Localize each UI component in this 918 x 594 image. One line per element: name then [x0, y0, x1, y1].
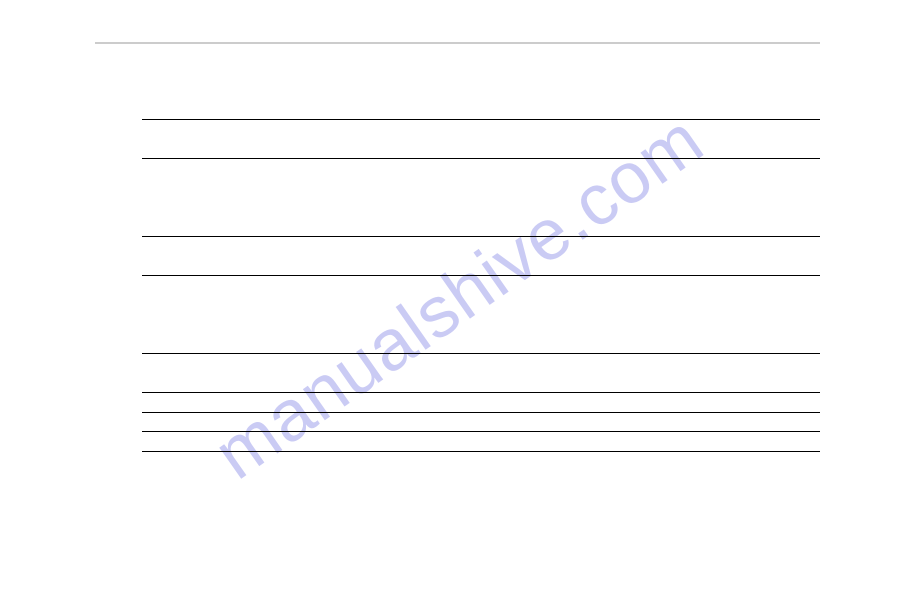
- page-content: [0, 0, 918, 594]
- ruled-line: [142, 392, 820, 393]
- ruled-line: [142, 451, 820, 452]
- ruled-line: [142, 119, 820, 120]
- ruled-line: [142, 158, 820, 159]
- ruled-line: [142, 353, 820, 354]
- ruled-line: [142, 236, 820, 237]
- ruled-line: [142, 412, 820, 413]
- ruled-line: [142, 431, 820, 432]
- top-rule: [95, 42, 820, 44]
- ruled-line: [142, 275, 820, 276]
